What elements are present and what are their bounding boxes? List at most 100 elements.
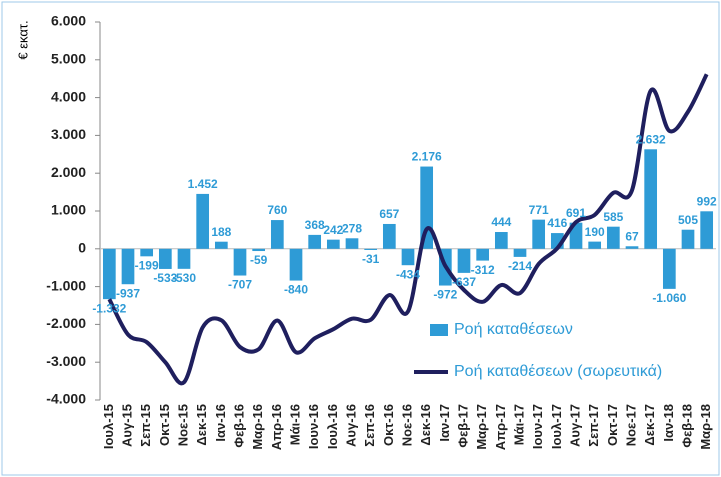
bar <box>196 193 210 249</box>
x-tick-label: Ιουν-17 <box>530 404 545 449</box>
x-tick-label: Αυγ-17 <box>567 404 582 447</box>
value-label: -530 <box>172 271 196 285</box>
value-label: 1.452 <box>188 177 218 191</box>
value-label: 992 <box>697 194 717 208</box>
bar <box>569 222 583 249</box>
x-tick-label: Μάι-17 <box>511 404 526 445</box>
value-label: 585 <box>603 210 623 224</box>
bar <box>401 248 415 266</box>
x-tick-label: Μαρ-18 <box>698 404 713 450</box>
value-label: 368 <box>305 218 325 232</box>
value-label: -214 <box>508 259 532 273</box>
bar <box>513 248 527 257</box>
x-tick-label: Νοε-17 <box>623 404 638 446</box>
x-tick-label: Ιουλ-15 <box>101 404 116 449</box>
value-label: 444 <box>491 215 511 229</box>
x-tick-label: Οκτ-17 <box>605 404 620 446</box>
value-label: -707 <box>228 278 252 292</box>
y-tick-label: -4.000 <box>46 391 86 407</box>
value-label: 416 <box>547 216 567 230</box>
value-label: -533 <box>153 271 177 285</box>
value-label: 771 <box>529 203 549 217</box>
x-tick-label: Δεκ-17 <box>642 404 657 446</box>
bar <box>494 232 508 249</box>
bar <box>177 248 191 269</box>
x-tick-label: Μαρ-17 <box>474 404 489 450</box>
legend-label: Ροή καταθέσεων (σωρευτικά) <box>454 363 662 380</box>
bar <box>270 220 284 249</box>
y-tick-label: 6.000 <box>51 13 86 29</box>
x-tick-label: Αυγ-16 <box>343 404 358 447</box>
x-tick-label: Σεπ-17 <box>586 404 601 447</box>
bar <box>214 241 228 249</box>
value-label: 657 <box>379 207 399 221</box>
line <box>107 73 709 386</box>
x-tick-label: Αυγ-15 <box>119 404 134 447</box>
bar <box>345 238 359 249</box>
x-tick-label: Ιαν-16 <box>213 404 228 442</box>
x-tick-label: Ιουν-16 <box>306 404 321 449</box>
value-label: 691 <box>566 206 586 220</box>
bar <box>681 229 695 249</box>
x-tick-label: Νοε-16 <box>399 404 414 446</box>
value-label: 2.632 <box>636 132 666 146</box>
bar <box>326 239 340 249</box>
bar <box>588 241 602 249</box>
bar <box>252 248 266 252</box>
bar <box>364 248 378 250</box>
y-tick-label: 5.000 <box>51 51 86 67</box>
value-label: -637 <box>452 275 476 289</box>
value-label: -937 <box>116 286 140 300</box>
value-label: -840 <box>284 283 308 297</box>
x-tick-label: Οκτ-16 <box>381 404 396 446</box>
bar <box>308 234 322 249</box>
bar <box>606 226 620 249</box>
x-tick-label: Φεβ-17 <box>455 404 470 448</box>
value-label: 278 <box>342 221 362 235</box>
value-label: -312 <box>471 263 495 277</box>
value-label: -199 <box>135 258 159 272</box>
value-label: -1.332 <box>92 301 126 315</box>
x-tick-label: Σεπ-16 <box>362 404 377 447</box>
y-tick-label: 3.000 <box>51 126 86 142</box>
value-label: 190 <box>585 225 605 239</box>
legend-swatch <box>430 324 448 336</box>
y-tick-label: -2.000 <box>46 315 86 331</box>
x-tick-label: Ιαν-17 <box>437 404 452 442</box>
value-label: -972 <box>433 288 457 302</box>
bar <box>532 219 546 249</box>
value-label: 67 <box>625 229 639 243</box>
x-tick-label: Οκτ-15 <box>157 404 172 446</box>
legend-label: Ροή καταθέσεων <box>454 321 573 338</box>
x-tick-label: Σεπ-15 <box>138 404 153 447</box>
bar <box>158 248 172 269</box>
bar <box>476 248 490 261</box>
x-tick-label: Δεκ-16 <box>418 404 433 446</box>
bar <box>662 248 676 289</box>
bar <box>102 248 116 300</box>
bar <box>382 223 396 249</box>
bar <box>121 248 135 285</box>
bar <box>140 248 154 257</box>
x-tick-label: Νοε-15 <box>175 404 190 446</box>
value-label: 760 <box>267 203 287 217</box>
y-tick-label: -1.000 <box>46 277 86 293</box>
value-label: -59 <box>250 253 268 267</box>
x-tick-label: Ιουλ-16 <box>325 404 340 449</box>
y-tick-label: 4.000 <box>51 88 86 104</box>
x-tick-label: Μαρ-16 <box>250 404 265 450</box>
bar <box>700 211 714 249</box>
bar <box>233 248 247 276</box>
value-label: -434 <box>396 267 420 281</box>
bar <box>289 248 303 281</box>
y-tick-label: 2.000 <box>51 164 86 180</box>
value-label: 188 <box>211 225 231 239</box>
bar <box>644 149 658 249</box>
value-label: -31 <box>362 252 380 266</box>
x-tick-label: Ιαν-18 <box>661 404 676 442</box>
y-tick-label: 1.000 <box>51 202 86 218</box>
value-label: 2.176 <box>412 150 442 164</box>
x-tick-label: Δεκ-15 <box>194 404 209 446</box>
